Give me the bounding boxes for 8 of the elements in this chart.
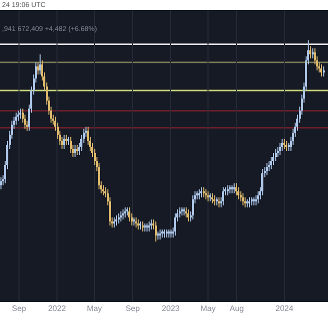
x-tick-label: 2024: [275, 304, 294, 313]
x-tick-label: 2022: [48, 304, 66, 313]
x-tick-label: May: [86, 304, 102, 313]
x-tick-label: Sep: [126, 304, 140, 313]
x-tick-label: May: [200, 304, 216, 313]
x-tick-label: Aug: [230, 304, 244, 313]
x-tick-label: Sep: [12, 304, 27, 313]
x-tick-label: 2023: [162, 304, 180, 313]
